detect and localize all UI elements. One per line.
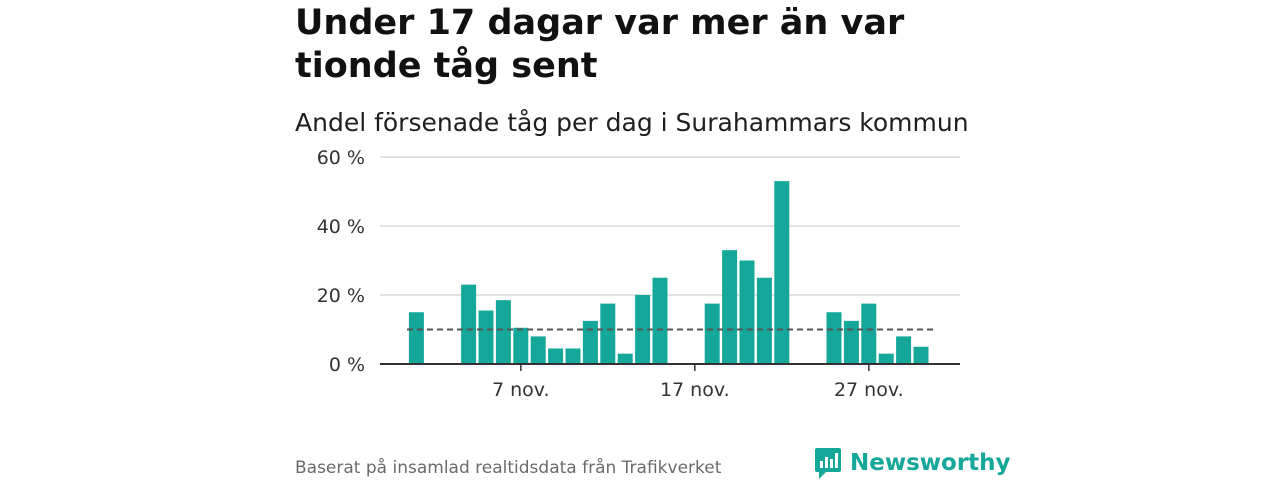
bar	[826, 312, 842, 364]
bar	[843, 320, 859, 364]
bar	[652, 277, 668, 364]
bar	[478, 310, 494, 364]
bar	[704, 303, 720, 364]
chart-title: Under 17 dagar var mer än var tionde tåg…	[295, 3, 905, 86]
y-tick-label: 0 %	[329, 354, 365, 376]
y-tick-label: 40 %	[317, 216, 365, 238]
bar	[565, 348, 581, 364]
newsworthy-logo: Newsworthy	[814, 446, 1011, 480]
bar	[756, 277, 772, 364]
bar	[495, 300, 511, 364]
bar	[461, 284, 477, 364]
bar	[896, 336, 912, 364]
bar	[530, 336, 546, 364]
newsworthy-logo-icon	[815, 448, 841, 479]
x-tick-label: 27 nov.	[834, 379, 904, 401]
bar	[774, 181, 790, 364]
y-tick-label: 20 %	[317, 285, 365, 307]
bar	[408, 312, 424, 364]
bar	[913, 346, 929, 364]
bar	[861, 303, 877, 364]
bar	[739, 260, 755, 364]
chart-subtitle: Andel försenade tåg per dag i Surahammar…	[295, 108, 969, 137]
bar	[548, 348, 564, 364]
y-tick-label: 60 %	[317, 147, 365, 169]
bar	[582, 320, 598, 364]
x-tick-label: 17 nov.	[660, 379, 730, 401]
bar-chart: 0 % 20 % 40 % 60 % 7 nov. 17 nov. 27 nov.	[317, 147, 960, 401]
bar	[617, 353, 633, 364]
source-note: Baserat på insamlad realtidsdata från Tr…	[295, 458, 722, 478]
brand-name: Newsworthy	[850, 450, 1011, 476]
x-tick-label: 7 nov.	[492, 379, 550, 401]
bar	[878, 353, 894, 364]
bar	[722, 250, 738, 364]
bar	[513, 327, 529, 364]
bar	[600, 303, 616, 364]
